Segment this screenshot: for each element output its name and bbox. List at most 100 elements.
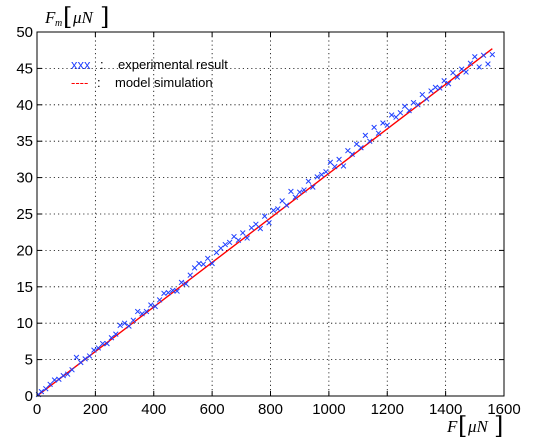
data-point: [463, 69, 469, 75]
data-point: [432, 84, 439, 91]
data-point: [139, 310, 145, 317]
data-point: [69, 367, 75, 373]
y-tick-label: 5: [25, 352, 33, 369]
data-point: [485, 61, 491, 67]
x-axis-label: F [ μN ]: [446, 412, 503, 440]
data-point: [301, 187, 307, 193]
x-axis-ticks: 0 200 400 600 800 1000 1200 1400 1600: [33, 32, 521, 418]
data-point: [226, 239, 233, 246]
x-axis-label-main: F: [446, 417, 458, 436]
data-point: [64, 371, 71, 377]
data-point: [402, 103, 408, 110]
x-axis-label-bracket-open: [: [458, 412, 467, 440]
y-axis-label-subscript: m: [55, 18, 62, 29]
data-point: [292, 194, 299, 201]
legend-entry-model: ---- : model simulation: [71, 75, 213, 90]
y-tick-label: 10: [16, 315, 33, 332]
y-axis-label-bracket-close: ]: [100, 3, 109, 31]
data-point: [384, 122, 391, 128]
data-point: [428, 88, 434, 94]
data-point: [152, 303, 158, 310]
data-point: [458, 66, 465, 72]
data-point: [244, 235, 250, 241]
data-point: [450, 70, 456, 76]
plot-area: [37, 32, 504, 396]
x-tick-label: 1600: [487, 401, 520, 418]
data-point: [310, 184, 316, 190]
data-point: [362, 132, 369, 139]
data-point: [73, 354, 80, 361]
data-point: [231, 233, 237, 240]
data-point: [476, 64, 482, 70]
data-point: [91, 347, 97, 353]
data-point: [134, 308, 141, 315]
data-point: [388, 112, 395, 118]
data-point: [43, 385, 49, 392]
data-point: [200, 261, 207, 267]
data-point: [480, 52, 487, 59]
legend-label-experimental: experimental result: [118, 57, 228, 72]
x-tick-label: 800: [258, 401, 283, 418]
data-point: [156, 297, 163, 303]
data-point: [415, 102, 421, 108]
y-tick-label: 45: [16, 60, 33, 77]
legend-label-model: model simulation: [115, 75, 213, 90]
data-point: [340, 163, 347, 169]
data-point: [345, 147, 351, 154]
data-point: [204, 255, 211, 262]
data-point: [222, 241, 229, 248]
data-point: [270, 207, 277, 214]
data-point: [406, 107, 412, 114]
data-point: [51, 377, 58, 383]
data-point: [445, 80, 452, 87]
data-point: [358, 144, 364, 151]
x-tick-label: 400: [141, 401, 166, 418]
x-axis-label-bracket-close: ]: [494, 412, 503, 440]
data-point: [95, 345, 102, 351]
data-point: [288, 188, 294, 195]
y-axis-label-unit: μN: [72, 8, 95, 27]
y-axis-ticks: 0 5 10 15 20 25 30 35 40 45 50: [16, 24, 504, 405]
data-point: [349, 151, 355, 158]
data-point: [327, 159, 334, 166]
y-axis-label-main: F: [44, 8, 56, 27]
data-point: [209, 260, 215, 267]
data-point: [126, 323, 132, 329]
data-point: [318, 171, 325, 178]
data-point: [148, 302, 154, 308]
data-point: [191, 265, 198, 271]
x-tick-label: 1200: [371, 401, 404, 418]
data-point: [371, 124, 377, 131]
plot-frame: [36, 31, 505, 397]
data-point: [489, 51, 496, 58]
data-point: [113, 331, 119, 337]
experimental-result-points: [35, 51, 496, 398]
data-point: [253, 221, 259, 227]
data-point: [454, 74, 461, 80]
data-point: [38, 388, 45, 395]
data-point: [279, 198, 285, 204]
x-tick-label: 200: [83, 401, 108, 418]
y-tick-label: 15: [16, 279, 33, 296]
data-point: [99, 340, 106, 347]
data-point: [169, 287, 176, 294]
y-tick-label: 50: [16, 24, 33, 41]
data-point: [174, 288, 180, 294]
y-axis-label: F m [ μN ]: [44, 3, 109, 31]
data-point: [283, 202, 290, 209]
data-point: [296, 189, 303, 195]
data-point: [104, 340, 110, 347]
data-point: [56, 376, 62, 383]
data-point: [375, 130, 382, 136]
data-point: [423, 96, 430, 102]
data-point: [380, 120, 386, 126]
data-point: [130, 317, 137, 324]
data-point: [314, 174, 320, 180]
data-point: [47, 381, 53, 388]
data-point: [472, 53, 478, 60]
data-point: [183, 281, 189, 287]
data-point: [196, 260, 202, 267]
data-point: [393, 114, 399, 120]
y-tick-label: 30: [16, 170, 33, 187]
